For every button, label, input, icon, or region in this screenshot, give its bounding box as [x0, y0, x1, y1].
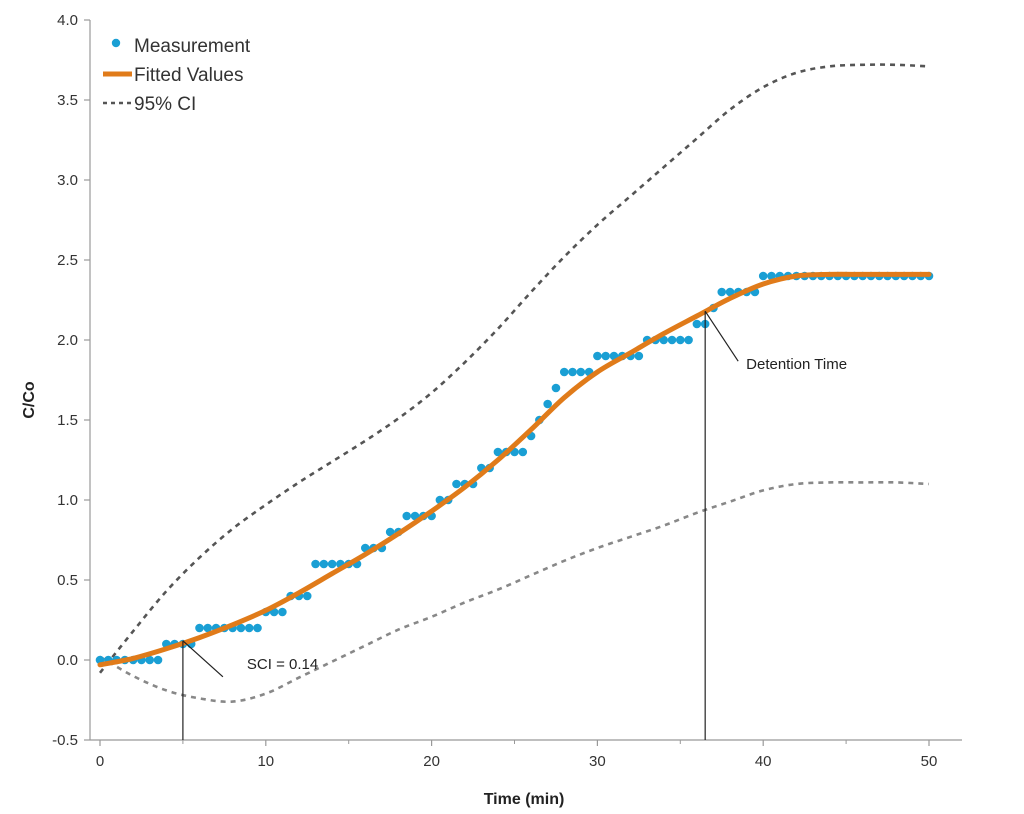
- measurement-point: [559, 367, 569, 377]
- measurement-point: [518, 447, 528, 457]
- measurement-point: [244, 623, 254, 633]
- y-ticks: -0.5 0.0 0.5 1.0 1.5 2.0 2.5 3.0 3.5 4.0: [52, 12, 90, 749]
- confidence-interval-layer: [98, 63, 930, 704]
- x-tick-label: 20: [423, 753, 440, 770]
- axes: [89, 20, 962, 741]
- legend-ci-label: 95% CI: [134, 94, 196, 115]
- detention-time-leader-line: [704, 310, 739, 362]
- measurement-point: [684, 335, 693, 345]
- y-tick-label: 0.0: [57, 652, 78, 669]
- y-tick-label: 4.0: [57, 12, 78, 29]
- y-axis-title: C/Co: [21, 381, 38, 419]
- measurement-point: [601, 351, 610, 361]
- measurement-point: [203, 623, 213, 633]
- measurement-point: [725, 287, 735, 297]
- measurement-point: [360, 543, 370, 553]
- measurement-point: [385, 527, 395, 537]
- measurement-point: [319, 559, 329, 569]
- legend-measurement-label: Measurement: [134, 36, 251, 57]
- measurement-point: [145, 655, 155, 665]
- y-tick-label: 2.0: [57, 332, 78, 349]
- sci-leader-line: [182, 640, 224, 678]
- y-tick-label: 2.5: [57, 252, 78, 269]
- measurement-point: [327, 559, 337, 569]
- measurement-point: [593, 351, 602, 361]
- measurement-point: [311, 559, 320, 569]
- 95-ci-lower-line: [99, 480, 930, 704]
- measurement-point: [153, 655, 163, 665]
- legend-fitted-label: Fitted Values: [134, 65, 243, 86]
- measurement-point: [692, 319, 702, 329]
- x-tick-label: 30: [589, 753, 606, 770]
- detention-time-annotation: Detention Time: [746, 356, 847, 373]
- measurement-point: [667, 335, 677, 345]
- measurement-point: [253, 623, 262, 633]
- measurement-points-layer: [95, 271, 934, 665]
- x-tick-label: 50: [921, 753, 938, 770]
- y-tick-label: 3.0: [57, 172, 78, 189]
- measurement-point: [236, 623, 246, 633]
- measurement-point: [551, 383, 561, 393]
- measurement-point: [758, 271, 768, 281]
- y-tick-label: 0.5: [57, 572, 78, 589]
- y-tick-label: 1.0: [57, 492, 78, 509]
- x-tick-label: 40: [755, 753, 772, 770]
- measurement-point: [493, 447, 503, 457]
- y-tick-label: 3.5: [57, 92, 78, 109]
- y-tick-label: 1.5: [57, 412, 78, 429]
- x-tick-label: 10: [257, 753, 274, 770]
- measurement-point: [767, 271, 776, 281]
- measurement-point: [717, 287, 727, 297]
- measurement-point: [302, 591, 312, 601]
- x-axis-title: Time (min): [484, 791, 565, 808]
- x-tick-label: 0: [96, 753, 104, 770]
- fitted-line-layer: [97, 271, 932, 668]
- x-ticks: 0 10 20 30 40 50: [96, 740, 938, 770]
- legend: Measurement Fitted Values 95% CI: [103, 36, 251, 115]
- measurement-point: [676, 335, 685, 345]
- fitted-values-line: [97, 271, 932, 668]
- measurement-point: [278, 607, 287, 617]
- legend-measurement-marker: [111, 38, 121, 48]
- measurement-point: [568, 367, 577, 377]
- measurement-point: [634, 351, 644, 361]
- measurement-point: [452, 479, 461, 489]
- 95-ci-upper-line: [98, 63, 930, 674]
- measurement-point: [543, 399, 552, 409]
- measurement-point: [576, 367, 586, 377]
- sci-annotation: SCI = 0.14: [247, 656, 318, 673]
- measurement-point: [402, 511, 412, 521]
- measurement-point: [659, 335, 669, 345]
- annotation-layer: SCI = 0.14 Detention Time: [182, 310, 847, 740]
- measurement-point: [195, 623, 204, 633]
- y-tick-label: -0.5: [52, 732, 78, 749]
